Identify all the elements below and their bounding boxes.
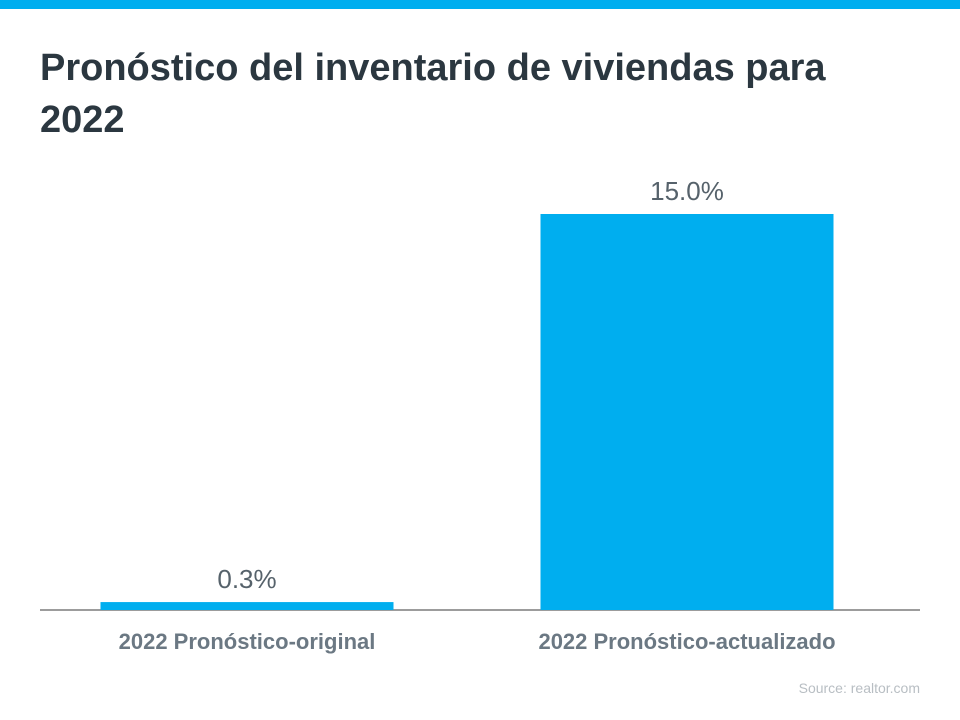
bar <box>540 214 834 610</box>
x-tick-label: 2022 Pronóstico-original <box>119 629 376 654</box>
x-tick-label: 2022 Pronóstico-actualizado <box>538 629 835 654</box>
value-label: 15.0% <box>650 176 724 206</box>
value-label: 0.3% <box>217 564 276 594</box>
source: Source: realtor.com <box>799 680 920 696</box>
top-bar <box>0 0 960 9</box>
chart-title: Pronóstico del inventario de viviendas p… <box>40 47 826 141</box>
bar <box>100 602 394 610</box>
